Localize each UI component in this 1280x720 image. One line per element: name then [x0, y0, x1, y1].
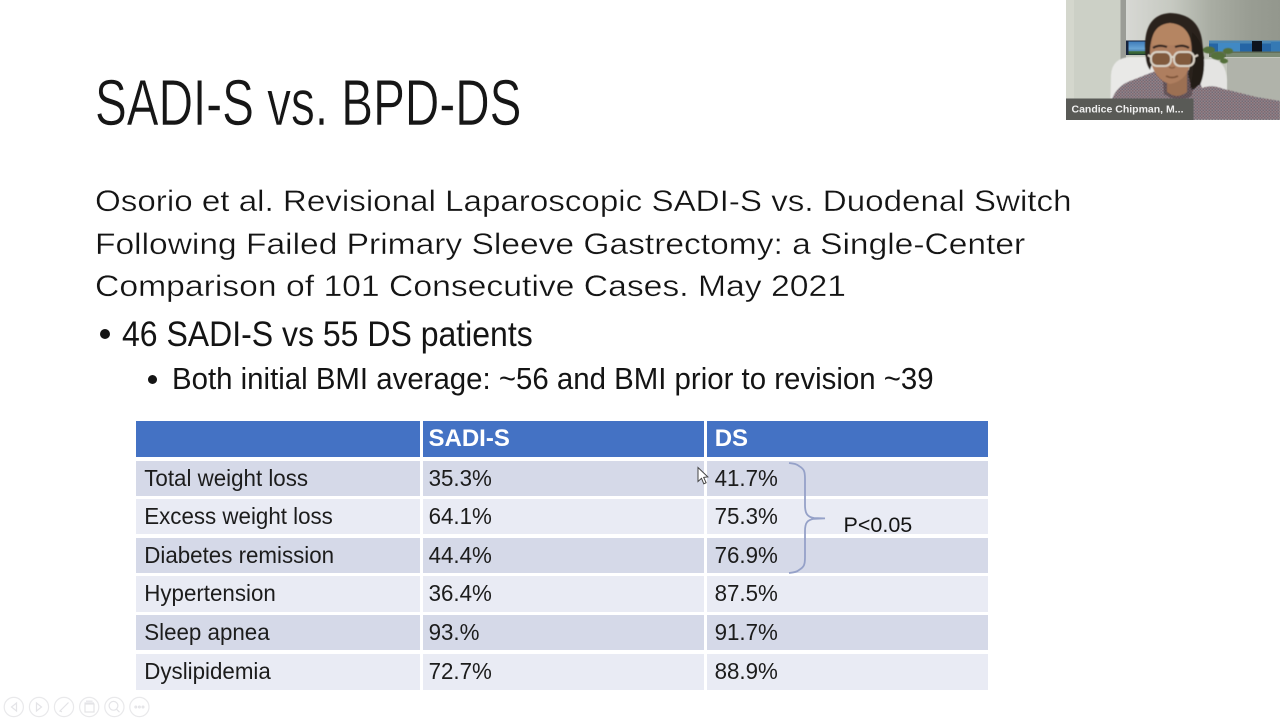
svg-text:Candice Chipman, M...: Candice Chipman, M...	[1072, 104, 1184, 116]
